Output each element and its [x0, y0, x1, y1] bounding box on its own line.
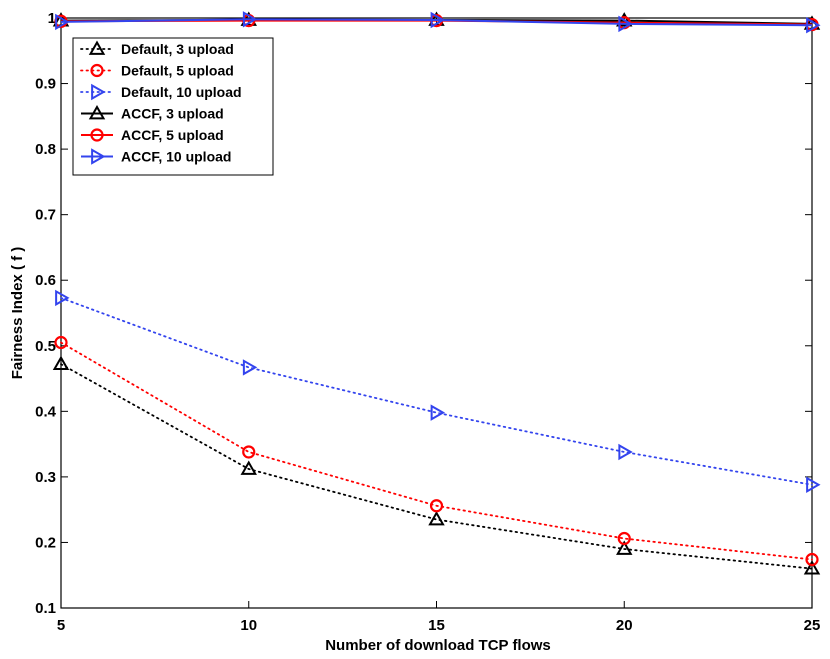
data-point	[428, 510, 445, 526]
legend: Default, 3 upload Default, 5 upload Defaul…	[72, 37, 274, 176]
legend-marker	[88, 104, 106, 120]
y-tick-label: 0.6	[35, 272, 56, 289]
x-tick-label: 10	[240, 617, 257, 634]
x-tick-label: 25	[804, 617, 821, 634]
data-point	[803, 560, 821, 575]
data-point	[430, 404, 446, 421]
x-axis: 5 10 15 20 25	[57, 18, 821, 634]
y-tick-label: 0.1	[35, 600, 56, 617]
data-point	[55, 289, 70, 307]
legend-label: ACCF, 10 upload	[121, 149, 231, 165]
y-tick-label: 0.3	[35, 469, 56, 486]
legend-marker	[90, 128, 104, 142]
y-tick-label: 0.5	[35, 338, 56, 355]
data-point	[805, 552, 819, 567]
y-axis-label: Fairness Index ( f )	[9, 247, 26, 380]
y-tick-label: 0.8	[35, 141, 56, 158]
data-point	[429, 499, 444, 513]
data-point	[52, 355, 70, 371]
x-tick-label: 5	[57, 617, 65, 634]
legend-label: Default, 5 upload	[121, 63, 234, 79]
y-tick-label: 0.7	[35, 207, 56, 224]
data-point	[618, 443, 633, 461]
data-point	[616, 540, 633, 555]
data-point	[242, 11, 258, 28]
y-tick-label: 1	[48, 10, 56, 27]
data-point	[617, 531, 631, 546]
data-point	[618, 15, 633, 33]
y-tick-label: 0.4	[35, 403, 57, 420]
series-line	[60, 297, 813, 486]
data-point	[806, 476, 821, 493]
series-accf-10-upload	[55, 11, 821, 34]
legend-entry: Default, 10 upload	[80, 83, 242, 101]
data-point	[806, 16, 821, 34]
legend-marker	[90, 63, 104, 78]
y-tick-label: 0.9	[35, 76, 56, 93]
legend-label: Default, 10 upload	[121, 84, 242, 100]
legend-box	[72, 37, 274, 176]
data-point	[242, 445, 256, 459]
y-tick-label: 0.2	[35, 534, 56, 551]
legend-entry: ACCF, 3 upload	[81, 104, 224, 122]
series-layer	[52, 11, 821, 575]
legend-marker	[91, 148, 106, 165]
series-line	[60, 18, 813, 27]
data-point	[242, 359, 258, 376]
x-tick-label: 15	[428, 617, 445, 634]
data-point	[240, 460, 257, 475]
x-axis-label: Number of download TCP flows	[325, 637, 551, 654]
legend-marker	[88, 40, 106, 55]
data-point	[616, 12, 633, 27]
legend-entry: Default, 5 upload	[80, 63, 234, 79]
series-default-5-upload	[54, 335, 819, 567]
series-line	[60, 341, 813, 561]
legend-label: ACCF, 3 upload	[121, 106, 224, 122]
series-default-3-upload	[52, 355, 821, 575]
y-axis: 0.1 0.2 0.3 0.4 0.5 0.6 0.7 0.8 0.9 1	[35, 10, 812, 617]
x-tick-label: 20	[616, 617, 633, 634]
series-line	[60, 363, 813, 570]
data-point	[430, 11, 446, 29]
legend-entry: Default, 3 upload	[80, 40, 234, 57]
legend-entry: ACCF, 5 upload	[81, 127, 224, 143]
legend-label: ACCF, 5 upload	[121, 127, 224, 143]
data-point	[55, 13, 70, 31]
legend-entry: ACCF, 10 upload	[81, 148, 231, 165]
legend-marker	[91, 83, 106, 101]
legend-label: Default, 3 upload	[121, 41, 234, 57]
data-point	[54, 335, 68, 350]
series-default-10-upload	[55, 289, 821, 493]
